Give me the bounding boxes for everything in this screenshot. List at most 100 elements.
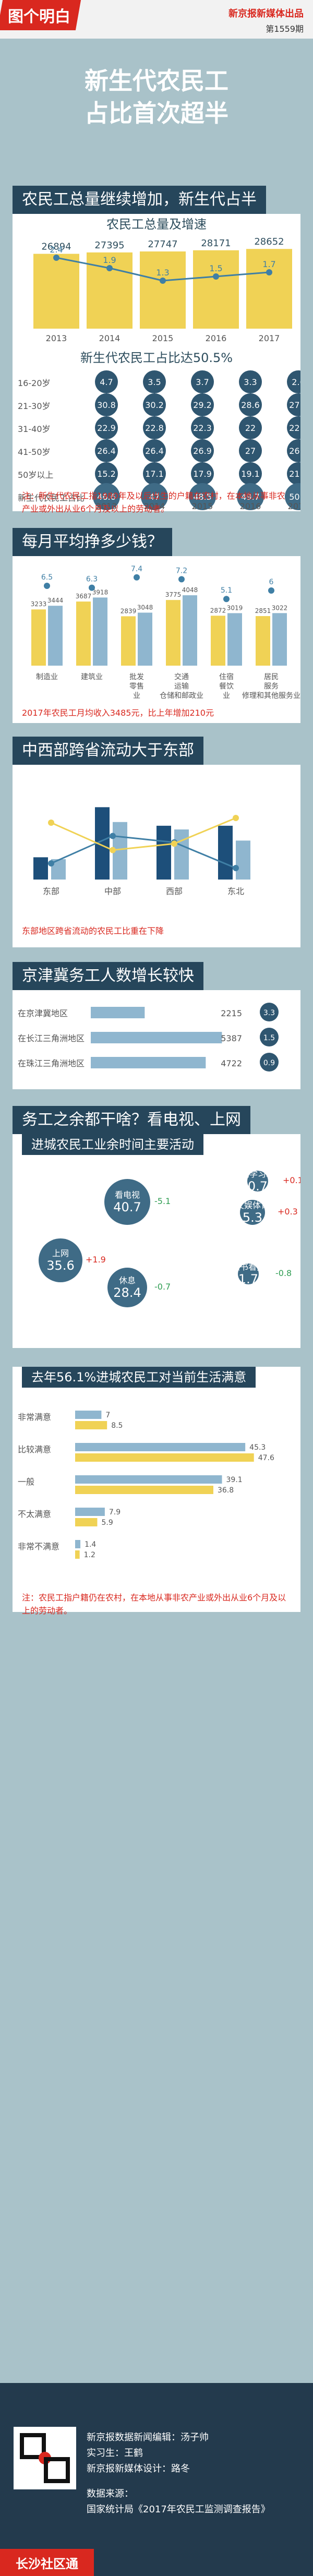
growth-rate-label: 1.9 <box>103 255 116 265</box>
activity-circle <box>238 1263 259 1284</box>
activity-circle <box>247 1171 268 1191</box>
income-2016-value: 3687 <box>76 593 92 600</box>
activity-circle <box>39 1238 82 1282</box>
flow-line <box>112 835 175 844</box>
activity-label: 文娱体育 <box>236 1200 269 1210</box>
age-circle <box>191 439 214 462</box>
satisfaction-label: 比较满意 <box>18 1445 51 1454</box>
age-circle <box>287 393 300 416</box>
age-circle <box>95 439 118 462</box>
age-circle <box>239 462 262 485</box>
satisfaction-value-2017: 36.8 <box>218 1486 234 1495</box>
age-circle <box>93 483 120 510</box>
satisfaction-bar-2016 <box>75 1443 246 1451</box>
income-category: 餐饮 <box>219 682 234 691</box>
age-table-chart: 新生代农民工占比达50.5% 16-20岁 4.7 3.5 3.7 3.3 2.6 21-30… <box>18 351 300 511</box>
satisfaction-bar-2016 <box>75 1475 222 1484</box>
income-growth-point <box>44 583 50 589</box>
age-circle <box>239 393 262 416</box>
income-category: 交通 <box>174 672 189 681</box>
growth-chart: 农民工总量及增速 26894 2013 27395 2014 27747 2015 28171… <box>33 217 292 343</box>
section-title-2: 每月平均挣多少钱？ <box>13 528 172 556</box>
age-value: 30.8 <box>97 400 116 410</box>
satisfaction-label: 非常不满意 <box>18 1542 59 1551</box>
region-bar <box>91 1007 145 1018</box>
income-category: 业 <box>223 692 230 700</box>
age-circle <box>287 416 300 439</box>
region-growth-circle <box>260 1028 279 1046</box>
bottom-logo: 长沙社区通 <box>0 2549 94 2576</box>
income-category: 修理和其他服务业 <box>242 692 300 700</box>
growth-rate-label: 1.7 <box>262 259 275 269</box>
income-growth-label: 7.2 <box>176 567 187 575</box>
age-circle <box>95 462 118 485</box>
income-category: 住宿 <box>219 672 234 681</box>
flow-line <box>174 841 236 869</box>
satisfaction-chart: 非常满意 78.5 比较满意 45.3 47.6 一般 39.1 36.8 不太满意 7.9 5.9… <box>18 1411 274 1559</box>
income-2017-value: 4048 <box>182 586 198 594</box>
satisfaction-bar-2017 <box>75 1518 98 1526</box>
flow-category: 东部 <box>43 886 59 896</box>
satisfaction-value-2017: 47.6 <box>258 1454 274 1462</box>
age-circle <box>285 483 300 510</box>
region-label: 在珠江三角洲地区 <box>18 1058 85 1068</box>
age-circle <box>287 439 300 462</box>
age-value: 3.3 <box>244 377 257 387</box>
region-label: 在京津冀地区 <box>18 1008 68 1018</box>
income-growth-label: 6 <box>269 578 274 586</box>
age-value: 29.2 <box>193 400 212 410</box>
satisfaction-bar-2016 <box>75 1411 102 1419</box>
page-header: 图个明白 新京报新媒体出品 第1559期 <box>0 0 313 39</box>
activity-value: 40.7 <box>113 1200 141 1214</box>
flow-point <box>233 815 239 821</box>
age-value: 17.1 <box>145 469 164 479</box>
age-value: 2.6 <box>292 377 300 387</box>
growth-line <box>56 257 110 269</box>
income-category: 零售 <box>129 682 144 691</box>
age-circle <box>189 483 216 510</box>
income-growth-point <box>178 576 185 583</box>
age-value: 22.9 <box>97 423 116 433</box>
growth-bar <box>140 251 186 329</box>
income-bar-2017 <box>183 595 197 666</box>
activity-change: -0.7 <box>154 1282 171 1292</box>
flow-category: 东北 <box>227 886 244 896</box>
age-value: 22.3 <box>193 423 212 433</box>
source-label: 数据来源： <box>87 2488 134 2499</box>
activity-label: 休息 <box>119 1275 136 1285</box>
flow-bar-cross <box>218 825 233 880</box>
hero-title: 新生代农民工 占比首次超半 <box>85 67 228 127</box>
satisfaction-value-2017: 8.5 <box>111 1422 123 1430</box>
note-1: 注：新生代农民工指1980年及以后出生的户籍在农村，在本地从事非农产业或外出从业… <box>22 491 285 514</box>
region-value: 5387 <box>221 1033 242 1043</box>
age-circle <box>239 370 262 393</box>
age-col-label: 2017 <box>288 501 300 511</box>
age-circle <box>143 393 166 416</box>
age-col-label: 2015 <box>192 501 213 511</box>
activity-value: 0.7 <box>248 1179 268 1194</box>
income-category: 居民 <box>264 673 279 681</box>
age-row-label: 16-20岁 <box>18 378 51 388</box>
growth-bar <box>246 249 292 329</box>
region-label: 在长江三角洲地区 <box>18 1033 85 1043</box>
satisfaction-label: 一般 <box>18 1477 34 1487</box>
growth-value: 26894 <box>41 242 71 252</box>
age-circle <box>287 370 300 393</box>
section-title-1: 农民工总量继续增加，新生代占半 <box>13 186 266 214</box>
section-title-3: 中西部跨省流动大于东部 <box>13 737 203 765</box>
age-row-label: 21-30岁 <box>18 401 51 411</box>
growth-year: 2016 <box>206 333 227 343</box>
region-bar <box>91 1032 222 1043</box>
age-value: 19.1 <box>241 469 260 479</box>
growth-value: 28652 <box>254 236 284 247</box>
flow-point <box>110 833 116 839</box>
flow-category: 西部 <box>166 886 183 896</box>
age-value: 47 <box>149 492 160 502</box>
satisfaction-bar-2017 <box>75 1453 254 1462</box>
age-circle <box>191 416 214 439</box>
income-2016-value: 2872 <box>210 607 226 614</box>
age-circle <box>239 439 262 462</box>
qr-code <box>14 2427 76 2489</box>
satisfaction-bar-2017 <box>75 1550 80 1559</box>
satisfaction-value-2016: 7 <box>105 1411 110 1419</box>
